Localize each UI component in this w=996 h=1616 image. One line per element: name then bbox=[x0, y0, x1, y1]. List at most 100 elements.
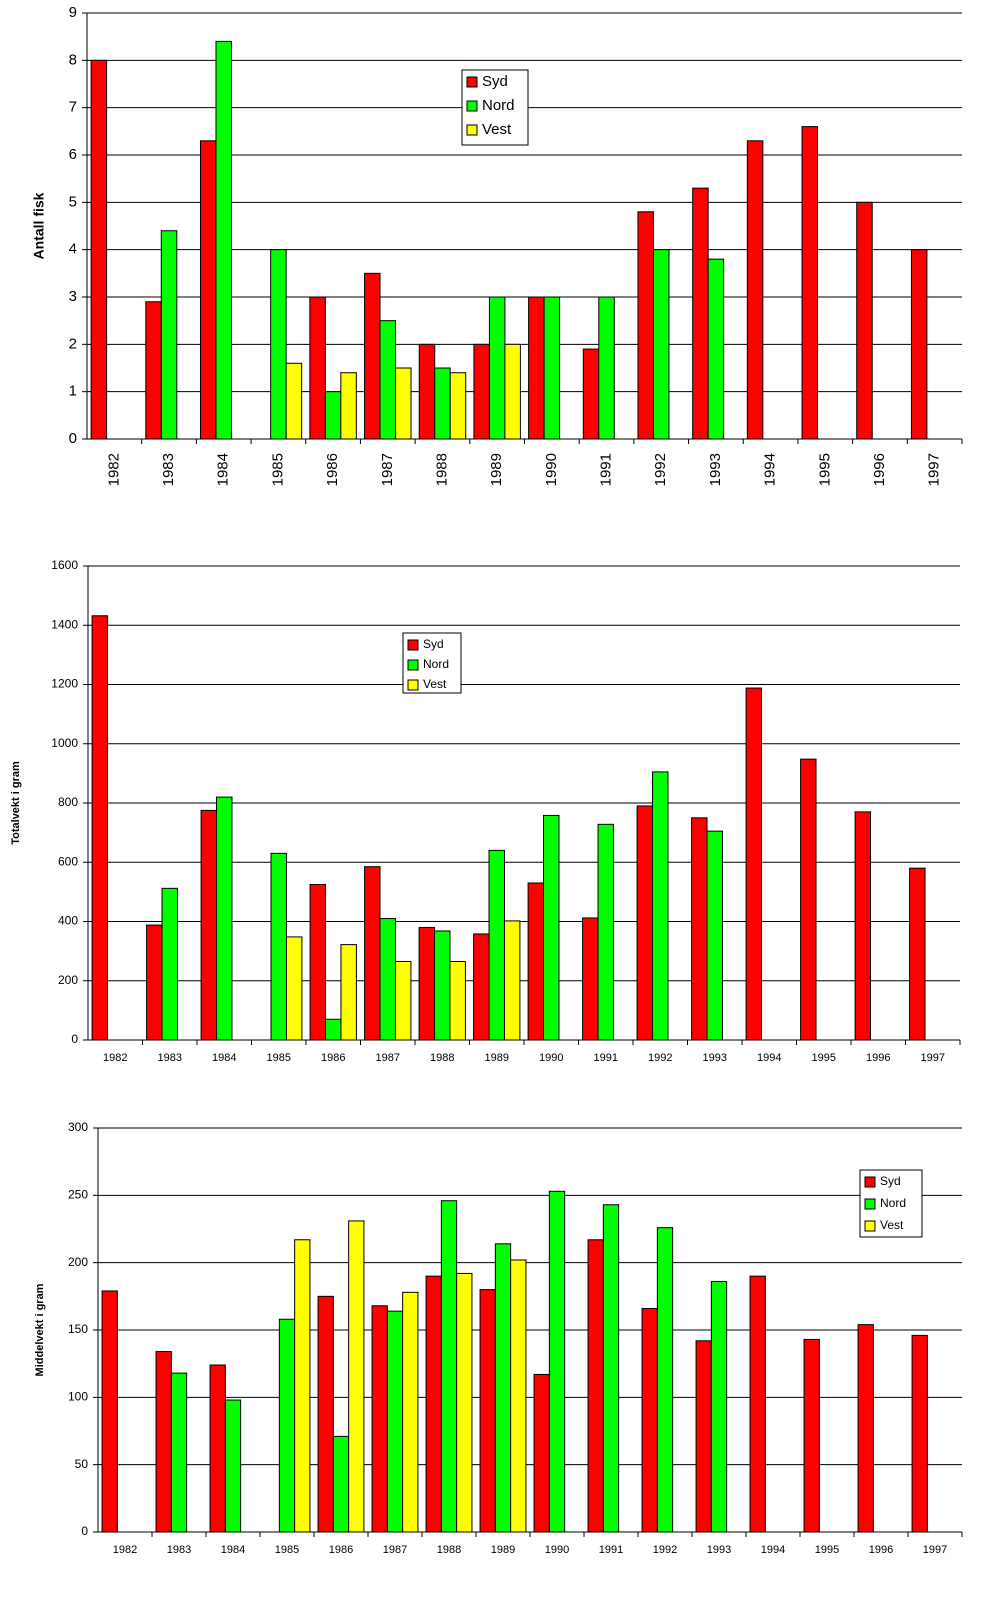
bar bbox=[155, 1351, 172, 1533]
x-tick-label: 1988 bbox=[433, 453, 450, 486]
y-tick-label: 0 bbox=[69, 430, 77, 447]
legend-swatch bbox=[864, 1176, 876, 1188]
bar bbox=[90, 59, 108, 440]
bar bbox=[348, 1220, 365, 1533]
bar bbox=[652, 249, 670, 440]
legend-label: Syd bbox=[880, 1174, 901, 1188]
x-tick-label: 1984 bbox=[215, 453, 232, 486]
x-tick-label: 1982 bbox=[103, 1052, 127, 1064]
y-tick-label: 1000 bbox=[51, 736, 78, 750]
bar bbox=[395, 367, 412, 440]
y-tick-label: 7 bbox=[69, 99, 77, 116]
legend-swatch bbox=[407, 659, 419, 671]
x-tick-label: 1997 bbox=[921, 1052, 945, 1064]
bar bbox=[215, 40, 232, 440]
bar bbox=[340, 944, 357, 1041]
bar bbox=[285, 936, 303, 1041]
bar bbox=[386, 1310, 404, 1533]
bar bbox=[854, 811, 872, 1041]
bar bbox=[587, 1239, 604, 1533]
bar bbox=[800, 758, 817, 1041]
bar bbox=[364, 272, 381, 440]
bar bbox=[317, 1295, 334, 1533]
bar bbox=[449, 372, 467, 440]
bar bbox=[145, 301, 162, 440]
bar bbox=[402, 1291, 419, 1533]
x-tick-label: 1983 bbox=[160, 453, 177, 486]
bar bbox=[309, 883, 327, 1041]
bar bbox=[332, 1435, 350, 1533]
bar bbox=[856, 201, 873, 440]
y-tick-label: 800 bbox=[58, 795, 78, 809]
x-tick-label: 1985 bbox=[275, 1544, 299, 1556]
bar bbox=[909, 867, 926, 1041]
y-axis-label: Totalvekt i gram bbox=[10, 761, 22, 845]
bar bbox=[170, 1372, 188, 1533]
bar bbox=[371, 1305, 388, 1533]
x-tick-label: 1990 bbox=[543, 453, 560, 486]
bar bbox=[324, 391, 342, 440]
bar bbox=[543, 814, 560, 1041]
bar bbox=[146, 924, 163, 1041]
bar bbox=[224, 1399, 242, 1533]
legend-swatch bbox=[466, 100, 478, 112]
bar bbox=[656, 1227, 674, 1533]
x-tick-label: 1984 bbox=[212, 1052, 236, 1064]
x-tick-label: 1989 bbox=[485, 1052, 509, 1064]
y-tick-label: 250 bbox=[68, 1188, 88, 1202]
y-tick-label: 150 bbox=[68, 1322, 88, 1336]
legend-swatch bbox=[466, 76, 478, 88]
bar bbox=[270, 249, 287, 440]
bar bbox=[488, 849, 505, 1041]
bar bbox=[857, 1324, 874, 1533]
bar bbox=[528, 296, 545, 440]
bar bbox=[340, 372, 357, 440]
bar bbox=[199, 140, 217, 440]
bar bbox=[425, 1275, 442, 1533]
x-tick-label: 1995 bbox=[815, 1544, 839, 1556]
bar bbox=[479, 1289, 496, 1533]
bar bbox=[745, 687, 763, 1041]
x-tick-label: 1994 bbox=[762, 453, 779, 486]
y-tick-label: 9 bbox=[69, 4, 77, 21]
bar bbox=[364, 866, 381, 1041]
y-tick-label: 4 bbox=[69, 241, 77, 258]
bar bbox=[543, 296, 561, 440]
bar bbox=[473, 933, 490, 1041]
bar bbox=[325, 1018, 342, 1041]
x-tick-label: 1996 bbox=[871, 453, 888, 486]
legend-swatch bbox=[407, 639, 419, 651]
bar bbox=[598, 296, 615, 440]
x-tick-label: 1991 bbox=[594, 1052, 618, 1064]
bar bbox=[473, 343, 490, 440]
x-tick-label: 1987 bbox=[383, 1544, 407, 1556]
y-tick-label: 8 bbox=[69, 51, 77, 68]
bar bbox=[278, 1318, 296, 1533]
bar bbox=[636, 805, 654, 1041]
x-tick-label: 1995 bbox=[816, 453, 833, 486]
bar bbox=[161, 887, 178, 1041]
y-tick-label: 50 bbox=[75, 1457, 89, 1471]
legend-swatch bbox=[466, 124, 478, 136]
y-tick-label: 1400 bbox=[51, 617, 78, 631]
x-tick-label: 1993 bbox=[703, 1052, 727, 1064]
x-tick-label: 1993 bbox=[707, 453, 724, 486]
legend-label: Nord bbox=[423, 657, 449, 671]
bar bbox=[503, 920, 521, 1041]
bar bbox=[707, 258, 725, 440]
y-tick-label: 2 bbox=[69, 335, 77, 352]
y-tick-label: 600 bbox=[58, 854, 78, 868]
y-tick-label: 1600 bbox=[51, 558, 78, 572]
x-tick-label: 1997 bbox=[926, 453, 943, 486]
bar bbox=[910, 249, 928, 440]
bar bbox=[801, 126, 819, 440]
x-tick-label: 1992 bbox=[648, 1052, 672, 1064]
bar bbox=[652, 771, 669, 1041]
x-tick-label: 1982 bbox=[105, 453, 122, 486]
bar bbox=[602, 1204, 620, 1533]
x-tick-label: 1986 bbox=[329, 1544, 353, 1556]
y-tick-label: 6 bbox=[69, 146, 77, 163]
bar bbox=[527, 882, 545, 1041]
x-tick-label: 1983 bbox=[158, 1052, 182, 1064]
y-tick-label: 0 bbox=[81, 1524, 88, 1538]
